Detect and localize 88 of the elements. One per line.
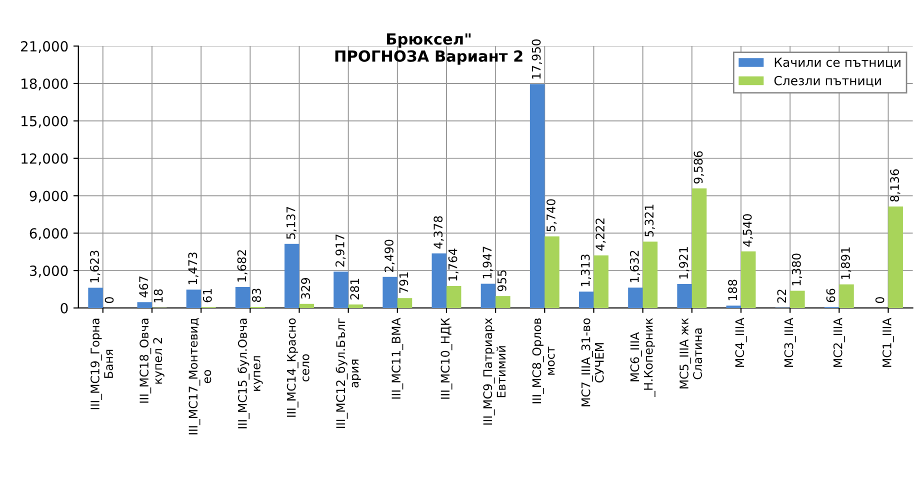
bar (530, 84, 545, 308)
y-tick-label: 21,000 (21, 41, 68, 53)
bar (432, 253, 446, 308)
x-tick-label: III_МС18_Овча купел 2 (140, 318, 164, 403)
x-tick-label: III_МС19_Горна Баня (90, 318, 114, 410)
bar (888, 206, 903, 308)
bar (235, 287, 250, 308)
bar (88, 288, 103, 308)
data-label: 1,682 (237, 250, 248, 282)
y-tick-label: 3,000 (30, 266, 68, 278)
data-label: 1,473 (188, 252, 198, 284)
bar (496, 296, 510, 308)
data-label: 1,921 (679, 247, 690, 279)
y-tick-label: 18,000 (22, 78, 68, 90)
bar (839, 284, 854, 308)
data-label: 66 (826, 288, 836, 302)
data-label: 1,313 (580, 254, 592, 286)
legend-label: Слезли пътници (774, 76, 881, 87)
x-tick-label: III_МС17_Монтевид ео (188, 318, 212, 434)
bar (740, 251, 756, 308)
bar (642, 242, 658, 308)
data-label: 1,891 (841, 248, 852, 279)
data-label: 4,540 (742, 214, 753, 247)
data-label: 9,586 (694, 151, 704, 184)
data-label: 22 (777, 290, 786, 303)
data-label: 467 (139, 276, 148, 298)
bar (137, 302, 152, 308)
bar (397, 298, 412, 308)
data-label: 4,222 (596, 218, 606, 251)
data-label: 791 (399, 272, 408, 293)
bar (594, 255, 608, 308)
x-tick-label: МС5_IIIА жк Слатина (680, 318, 702, 388)
x-tick-label: III_МС14_Красно село (286, 318, 310, 417)
x-tick-label: III_МС10_НДК (440, 318, 452, 399)
y-tick-label: 9,000 (30, 190, 68, 203)
x-tick-label: МС7_IIIА_31-во СУЧЕМ (581, 318, 604, 406)
x-tick-label: III_МС9_Патриарх Евтимий (483, 318, 506, 425)
data-label: 5,137 (286, 206, 297, 239)
data-label: 0 (104, 297, 114, 304)
data-label: 61 (202, 289, 212, 302)
data-label: 0 (875, 297, 884, 304)
bar (677, 284, 692, 308)
y-tick-label: 12,000 (22, 153, 68, 166)
bar (692, 188, 707, 308)
bar (186, 290, 202, 308)
data-label: 5,740 (546, 199, 557, 232)
data-label: 1,623 (90, 250, 100, 282)
bar (334, 272, 348, 308)
bar (382, 276, 398, 308)
data-label: 4,378 (434, 216, 444, 249)
x-tick-label: III_МС12_бул.Бълг ария (336, 318, 361, 428)
x-tick-label: МС1_IIIА (882, 318, 894, 367)
y-tick-label: 0 (60, 302, 68, 314)
data-label: 329 (301, 278, 310, 299)
x-tick-label: III_МС15_бул.Овча купел (238, 318, 263, 428)
y-tick-label: 15,000 (22, 116, 68, 128)
data-label: 8,136 (890, 169, 900, 202)
x-tick-label: III_МС11_ВМА (392, 318, 404, 399)
data-label: 83 (252, 288, 261, 302)
data-label: 2,917 (335, 234, 346, 267)
y-tick-label: 6,000 (30, 228, 68, 240)
x-tick-label: МС2_IIIА (833, 318, 845, 367)
data-label: 2,490 (384, 240, 395, 272)
legend-label: Качили се пътници (774, 58, 900, 69)
data-label: 1,764 (448, 248, 458, 281)
x-tick-label: МС6_IIIА _Н.Коперник (630, 318, 656, 397)
chart-title: Брюксел" ПРОГНОЗА Вариант 2 (335, 33, 522, 65)
data-label: 1,947 (482, 246, 493, 278)
data-label: 281 (350, 278, 360, 300)
bar (299, 304, 314, 308)
bar (284, 244, 300, 308)
bar (544, 236, 560, 308)
data-label: 1,380 (792, 254, 802, 286)
data-label: 188 (728, 280, 738, 300)
bar (348, 304, 364, 308)
data-label: 955 (497, 270, 506, 292)
x-tick-label: МС3_IIIА (784, 318, 796, 367)
x-tick-label: МС4_IIIА (735, 318, 747, 367)
data-label: 5,321 (644, 204, 655, 237)
bar (628, 288, 643, 308)
data-label: 1,632 (630, 250, 640, 282)
bar (579, 292, 594, 308)
bar (480, 284, 496, 308)
data-label: 18 (154, 289, 163, 302)
bar (446, 286, 462, 308)
x-tick-label: III_МС8_Орлов мост (532, 318, 555, 404)
bar (790, 290, 805, 308)
data-label: 17,950 (532, 39, 542, 79)
